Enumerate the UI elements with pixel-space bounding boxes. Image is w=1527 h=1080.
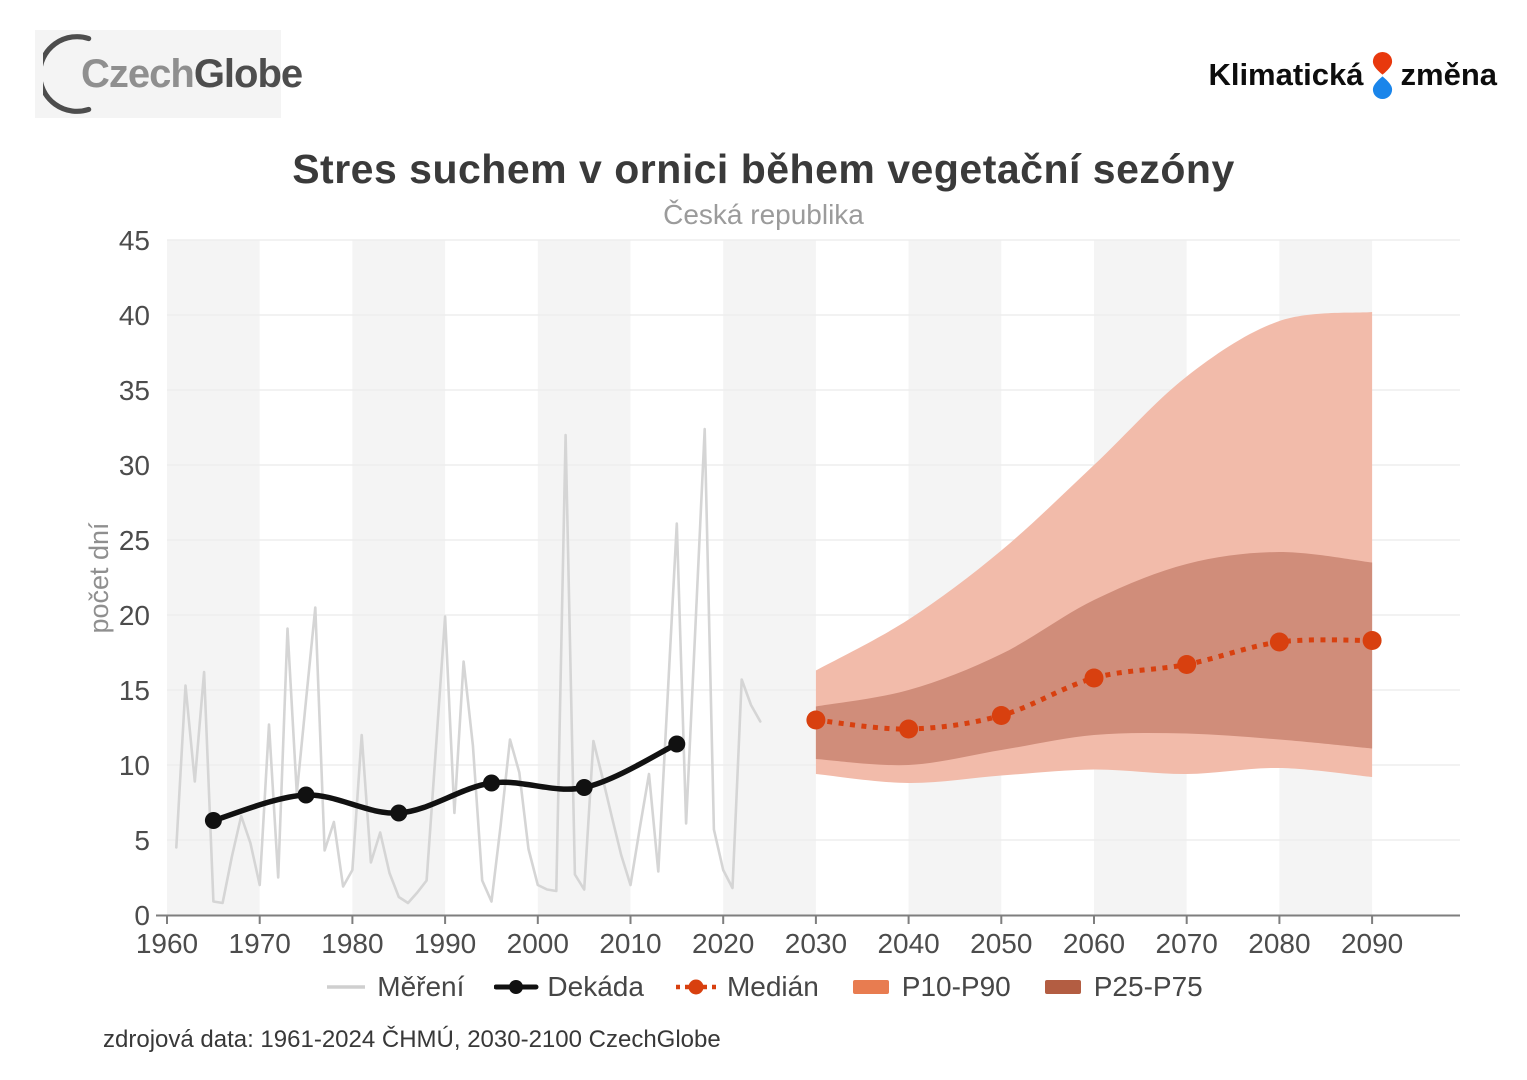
band-p25-p75 xyxy=(815,551,1373,766)
decade-marker xyxy=(668,735,686,753)
y-tick-label: 45 xyxy=(119,225,150,256)
klimaticka-zmena-logo: Klimatická změna xyxy=(1208,51,1497,99)
decade-stripe xyxy=(537,240,631,915)
x-tick-label: 1970 xyxy=(229,928,291,959)
legend-item-p25-p75[interactable]: P25-P75 xyxy=(1041,971,1203,1003)
median-marker xyxy=(806,710,826,730)
median-marker xyxy=(991,706,1011,725)
chart-legend: Měření Dekáda Medián P10-P90 P25-P75 xyxy=(0,971,1527,1003)
legend-label-p25-p75: P25-P75 xyxy=(1093,971,1203,1002)
y-tick-label: 40 xyxy=(119,300,150,331)
legend-label-p10-p90: P10-P90 xyxy=(901,971,1011,1002)
legend-item-median[interactable]: Medián xyxy=(674,971,819,1003)
x-tick-label: 2090 xyxy=(1341,928,1403,959)
decade-marker xyxy=(204,812,222,829)
y-tick-label: 30 xyxy=(119,450,150,481)
x-tick-label: 2040 xyxy=(877,928,939,959)
legend-item-dekada[interactable]: Dekáda xyxy=(494,971,644,1003)
decade-marker xyxy=(297,786,315,804)
x-tick-label: 1960 xyxy=(136,928,198,959)
czechglobe-logo: CzechGlobe xyxy=(35,30,303,118)
x-tick-label: 1980 xyxy=(321,928,383,959)
legend-label-mereni: Měření xyxy=(377,971,465,1002)
legend-marker-p25-p75 xyxy=(1044,980,1081,994)
y-tick-label: 0 xyxy=(134,900,150,931)
page-title: Stres suchem v ornici během vegetační se… xyxy=(292,146,1235,192)
decade-stripe xyxy=(723,240,816,915)
x-tick-label: 2070 xyxy=(1156,928,1218,959)
median-marker xyxy=(1084,668,1104,688)
decade-stripe xyxy=(167,240,260,915)
klimaticka-zmena-drops-icon xyxy=(1372,51,1392,99)
legend-label-dekada: Dekáda xyxy=(547,971,644,1002)
legend-item-p10-p90[interactable]: P10-P90 xyxy=(849,971,1011,1003)
legend-marker-dekada xyxy=(494,980,539,994)
page-subtitle: Česká republika xyxy=(663,199,864,230)
measurement-line xyxy=(175,427,762,905)
legend-item-mereni[interactable]: Měření xyxy=(324,971,464,1003)
y-tick-label: 15 xyxy=(119,675,150,706)
x-tick-label: 1990 xyxy=(414,928,476,959)
y-tick-label: 35 xyxy=(119,375,150,406)
x-tick-label: 2080 xyxy=(1248,928,1310,959)
x-tick-label: 2060 xyxy=(1063,928,1125,959)
y-tick-label: 25 xyxy=(119,525,150,556)
legend-marker-mereni xyxy=(327,985,366,989)
x-tick-label: 2020 xyxy=(692,928,754,959)
y-tick-label: 5 xyxy=(134,825,150,856)
czechglobe-text-czech: Czech xyxy=(81,51,195,96)
zmena-word: změna xyxy=(1400,57,1497,92)
legend-marker-p10-p90 xyxy=(852,980,889,994)
x-tick-label: 2000 xyxy=(507,928,569,959)
czechglobe-text-globe: Globe xyxy=(193,51,303,96)
decade-marker xyxy=(483,774,500,792)
decade-marker xyxy=(390,804,408,822)
source-note: zdrojová data: 1961-2024 ČHMÚ, 2030-2100… xyxy=(103,1026,721,1053)
median-marker xyxy=(1362,631,1382,650)
y-tick-label: 10 xyxy=(119,750,150,781)
czechglobe-logo-text: CzechGlobe xyxy=(81,51,303,97)
red-drop-icon xyxy=(1372,51,1392,75)
klimaticka-word: Klimatická xyxy=(1208,57,1364,92)
median-marker xyxy=(1177,655,1197,674)
legend-marker-median xyxy=(675,979,716,995)
decade-marker xyxy=(575,779,593,796)
legend-label-median: Medián xyxy=(726,971,819,1002)
x-tick-label: 2050 xyxy=(970,928,1032,959)
czechglobe-crescent-icon xyxy=(43,34,92,114)
y-tick-label: 20 xyxy=(119,600,150,631)
median-marker xyxy=(899,719,919,739)
blue-drop-icon xyxy=(1372,75,1392,99)
median-marker xyxy=(1269,632,1289,652)
y-axis-title: počet dní xyxy=(84,522,114,634)
x-tick-label: 2010 xyxy=(599,928,661,959)
x-tick-label: 2030 xyxy=(785,928,847,959)
